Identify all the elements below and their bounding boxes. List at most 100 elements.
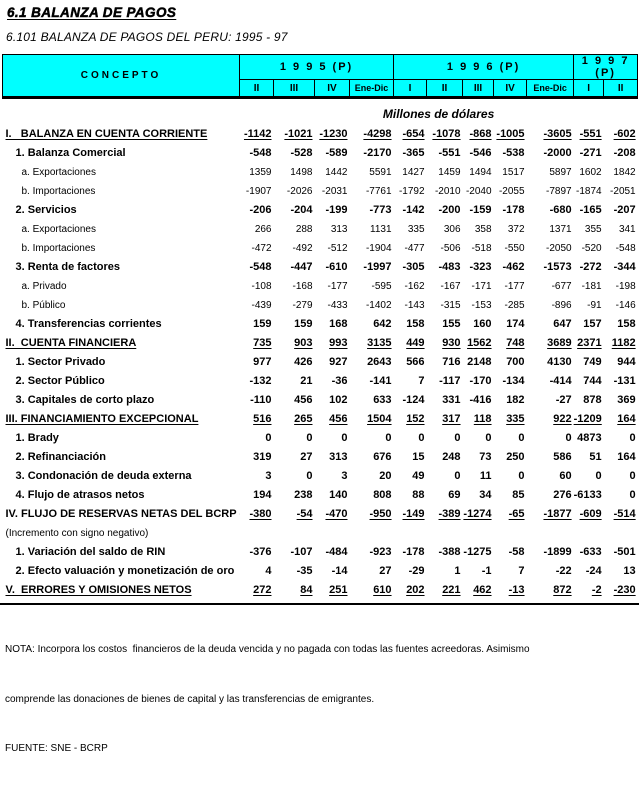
cell-value: -2040 — [465, 186, 492, 197]
cell-value: -305 — [402, 261, 425, 273]
cell-value: -272 — [579, 261, 602, 273]
cell-value: -178 — [402, 546, 425, 558]
cell-value: 69 — [448, 489, 461, 501]
cell-value: -134 — [502, 375, 525, 387]
cell-value: -27 — [555, 394, 572, 406]
cell-value — [274, 520, 315, 539]
cell-value: 248 — [442, 451, 461, 463]
cell-value: -132 — [249, 375, 272, 387]
cell-value: 903 — [294, 337, 313, 349]
cell-value: 927 — [329, 356, 348, 368]
cell-value: -1021 — [284, 128, 313, 140]
cell-value: 313 — [330, 224, 348, 235]
table-row: I. BALANZA EN CUENTA CORRIENTE -1142 -1021… — [3, 121, 638, 140]
year-header-row: CONCEPTO 1 9 9 5 (P) 1 9 9 6 (P) 1 9 9 7… — [2, 54, 639, 99]
cell-value: -1907 — [245, 186, 272, 197]
cell-value: -200 — [438, 204, 461, 216]
cell-value: 700 — [506, 356, 525, 368]
cell-value: 456 — [294, 394, 313, 406]
cell-value: 140 — [329, 489, 348, 501]
cell-value: 85 — [512, 489, 525, 501]
cell-value: -514 — [613, 508, 636, 520]
cell-value: -177 — [327, 281, 348, 292]
cell-value — [315, 520, 350, 539]
row-label: 4. Transferencias corrientes — [15, 318, 162, 330]
cell-value: -680 — [549, 204, 572, 216]
cell-value: -207 — [613, 204, 636, 216]
cell-value: -1 — [481, 565, 492, 577]
cell-value: 922 — [553, 413, 572, 425]
cell-value: 1498 — [290, 167, 313, 178]
cell-value: -520 — [581, 243, 602, 254]
cell-value: -344 — [613, 261, 636, 273]
cell-value: -2055 — [498, 186, 525, 197]
cell-value: 0 — [385, 432, 392, 444]
cell-value: -376 — [249, 546, 272, 558]
cell-value: 878 — [583, 394, 602, 406]
column-header-iii-1: III — [273, 79, 315, 99]
cell-value: 0 — [306, 470, 313, 482]
cell-value: 749 — [583, 356, 602, 368]
cell-value: -923 — [369, 546, 392, 558]
cell-value: -2050 — [546, 243, 572, 254]
cell-value: -1275 — [463, 546, 492, 558]
cell-value: 808 — [373, 489, 392, 501]
cell-value: 250 — [506, 451, 525, 463]
cell-value: -181 — [581, 281, 602, 292]
cell-value: 331 — [442, 394, 461, 406]
cell-value: -550 — [504, 243, 525, 254]
cell-value: 21 — [300, 375, 313, 387]
cell-value: -551 — [438, 147, 461, 159]
cell-value: -416 — [469, 394, 492, 406]
cell-value — [494, 520, 527, 539]
cell-value: -208 — [613, 147, 636, 159]
cell-value: -546 — [469, 147, 492, 159]
cell-value: -2051 — [610, 186, 636, 197]
cell-value: 5591 — [369, 167, 392, 178]
cell-value: -199 — [325, 204, 348, 216]
cell-value: -518 — [471, 243, 492, 254]
cell-value: -14 — [331, 565, 348, 577]
cell-value: -91 — [587, 300, 602, 311]
cell-value: 2148 — [467, 356, 492, 368]
cell-value: -1005 — [496, 128, 525, 140]
table-row: 4. Transferencias corrientes 159 159 168 642… — [3, 311, 638, 330]
table-row: 4. Flujo de atrasos netos 194 238 140 808 88 6… — [3, 482, 638, 501]
cell-value: -315 — [440, 300, 461, 311]
cell-value — [574, 520, 604, 539]
cell-value: -483 — [438, 261, 461, 273]
cell-value: 0 — [485, 432, 492, 444]
cell-value: 1 — [454, 565, 461, 577]
row-label: 3. Condonación de deuda externa — [15, 470, 192, 482]
cell-value: 1131 — [370, 224, 392, 235]
cell-value: 159 — [294, 318, 313, 330]
table-row: b. Público -439 -279 -433 -1402 -143 -315 -153 -… — [3, 292, 638, 311]
cell-value: 4873 — [577, 432, 602, 444]
cell-value: -1899 — [543, 546, 572, 558]
cell-value: -108 — [251, 281, 272, 292]
row-label: 4. Flujo de atrasos netos — [15, 489, 145, 501]
cell-value: 13 — [623, 565, 636, 577]
cell-value: 0 — [518, 432, 525, 444]
table-row: 1. Balanza Comercial -548 -528 -589 -2170 -36… — [3, 140, 638, 159]
cell-value: 2643 — [367, 356, 392, 368]
cell-value: 0 — [454, 470, 461, 482]
cell-value: 0 — [595, 470, 602, 482]
cell-value: -1230 — [319, 128, 348, 140]
cell-value: -389 — [438, 508, 461, 520]
table-row: III. FINANCIAMIENTO EXCEPCIONAL 516 265 456… — [3, 406, 638, 425]
cell-value: -153 — [471, 300, 492, 311]
row-label: 3. Capitales de corto plazo — [15, 394, 155, 406]
cell-value: -177 — [504, 281, 525, 292]
cell-value: -773 — [369, 204, 392, 216]
cell-value: -279 — [292, 300, 313, 311]
cell-value: -609 — [579, 508, 602, 520]
cell-value: -551 — [579, 128, 602, 140]
row-label: I. BALANZA EN CUENTA CORRIENTE — [5, 128, 208, 140]
cell-value: -589 — [325, 147, 348, 159]
cell-value: -447 — [290, 261, 313, 273]
cell-value: 0 — [629, 470, 636, 482]
cell-value: 1602 — [579, 167, 602, 178]
cell-value: 155 — [442, 318, 461, 330]
table-row: II. CUENTA FINANCIERA 735 903 993 3135 449 930… — [3, 330, 638, 349]
